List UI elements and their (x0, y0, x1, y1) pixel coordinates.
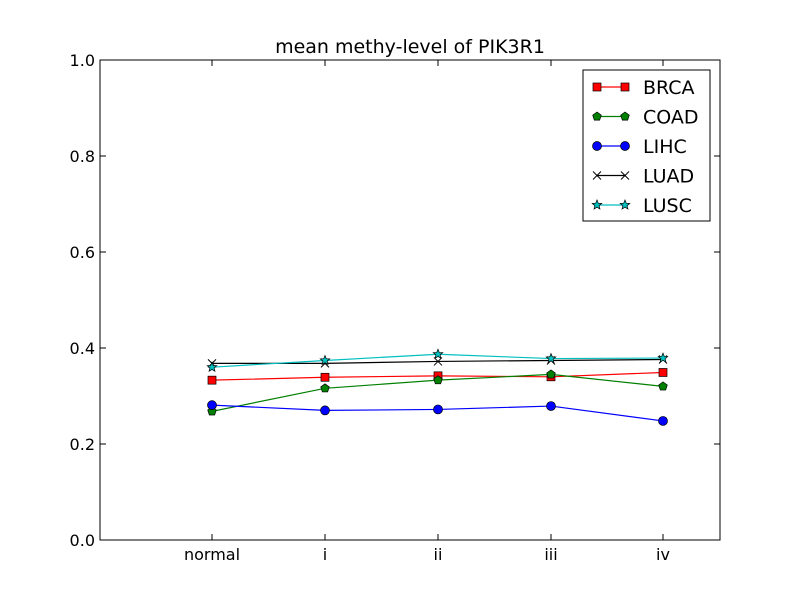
x-tick-label: i (323, 545, 327, 564)
data-point-lusc (319, 354, 331, 366)
legend-label: BRCA (643, 77, 695, 99)
x-tick-label: iii (544, 545, 557, 564)
data-point-lihc (658, 416, 668, 426)
legend-marker (620, 141, 630, 151)
legend-item-luad: LUAD (592, 166, 694, 188)
data-point-lusc (545, 352, 557, 364)
legend-marker (592, 171, 602, 180)
data-point-coad (433, 375, 443, 385)
legend-item-lusc: LUSC (591, 195, 692, 217)
legend-marker (620, 82, 630, 92)
x-tick-label: normal (184, 545, 240, 564)
legend-marker (619, 199, 631, 210)
data-point-brca (207, 375, 217, 385)
x-tick-label: ii (434, 545, 443, 564)
y-tick-label: 0.4 (70, 339, 95, 358)
legend-item-lihc: LIHC (592, 136, 687, 158)
data-point-lusc (657, 352, 669, 363)
data-point-coad (320, 383, 330, 393)
data-point-brca (320, 372, 330, 382)
legend-label: LUSC (643, 195, 692, 217)
x-tick-label: iv (656, 545, 670, 564)
legend-label: LIHC (643, 136, 687, 158)
legend: BRCA COAD LIHC LUAD LUSC (582, 69, 711, 222)
y-tick-label: 0.2 (70, 435, 95, 454)
legend-label: LUAD (643, 166, 694, 188)
chart-title: mean methy-level of PIK3R1 (275, 36, 545, 58)
data-point-lusc (206, 361, 218, 373)
data-point-lihc (546, 401, 556, 411)
data-point-lihc (207, 400, 217, 410)
y-tick-label: 0.6 (70, 243, 95, 262)
y-tick-label: 1.0 (70, 51, 95, 70)
data-point-lihc (433, 404, 443, 415)
legend-marker (592, 141, 602, 151)
data-point-lihc (320, 405, 330, 416)
legend-marker (592, 82, 602, 92)
legend-marker (620, 171, 630, 180)
data-point-brca (658, 368, 668, 377)
y-tick-label: 0.8 (70, 147, 95, 166)
legend-item-brca: BRCA (592, 77, 695, 99)
legend-marker (620, 111, 630, 121)
series-coad (207, 369, 668, 416)
data-point-coad (546, 369, 556, 379)
legend-item-coad: COAD (592, 107, 699, 129)
plot-frame (99, 59, 721, 541)
legend-label: COAD (643, 107, 699, 129)
legend-marker (591, 199, 603, 210)
series-lusc (206, 348, 669, 373)
series-lihc (207, 400, 668, 426)
y-tick-label: 0.0 (70, 531, 95, 550)
data-point-luad (433, 357, 443, 366)
legend-marker (592, 111, 602, 121)
data-point-lusc (432, 348, 444, 360)
data-point-coad (658, 381, 668, 391)
